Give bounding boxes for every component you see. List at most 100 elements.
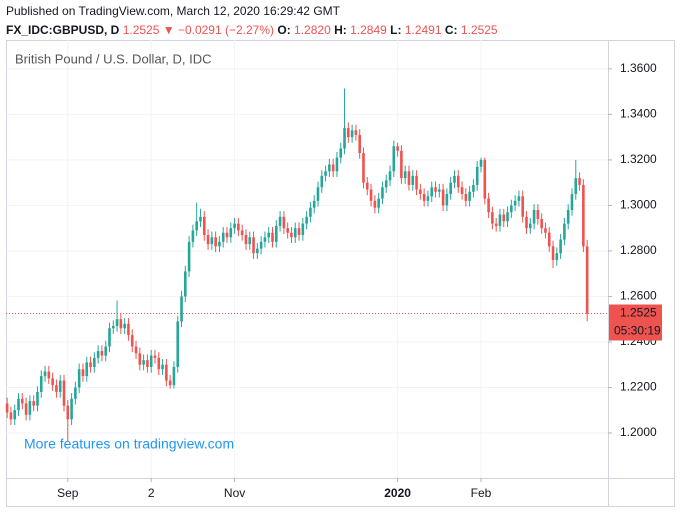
candle-body: [532, 209, 536, 224]
price-label-bg: [609, 304, 662, 323]
candle-body: [210, 237, 214, 245]
x-tick-label: Sep: [57, 486, 79, 500]
candle-body: [388, 171, 392, 181]
candle-body: [248, 237, 252, 245]
candle-body: [199, 216, 202, 222]
candle-body: [252, 237, 255, 254]
candle-body: [58, 380, 62, 392]
candle-body: [240, 230, 244, 235]
candle-body: [407, 171, 411, 185]
symbol-legend: FX_IDC:GBPUSD, D 1.2525 ▼ −0.0291 (−2.27…: [6, 23, 498, 37]
candle-body: [426, 196, 430, 201]
candle-body: [259, 241, 263, 249]
candle-body: [434, 187, 437, 192]
candle-body: [195, 221, 198, 231]
candle-body: [237, 223, 240, 231]
header: Published on TradingView.com, March 12, …: [6, 4, 341, 18]
candle-body: [119, 319, 123, 329]
candle-body: [381, 187, 384, 199]
change: ▼ −0.0291 (−2.27%): [163, 23, 274, 37]
candle-body: [400, 150, 403, 179]
candle-body: [233, 223, 236, 229]
y-tick-label: 1.3600: [620, 61, 657, 75]
ohlc-key: L:: [390, 23, 401, 37]
candle-body: [475, 166, 479, 185]
candle-body: [70, 398, 73, 420]
ohlc-key: O:: [277, 23, 290, 37]
candle-body: [271, 232, 274, 242]
candle-body: [165, 364, 168, 381]
candle-body: [517, 196, 521, 201]
y-tick-label: 1.2200: [620, 380, 657, 394]
candle-body: [456, 175, 460, 188]
price-label: 1.2525: [620, 306, 657, 320]
symbol: FX_IDC:GBPUSD, D: [6, 23, 120, 37]
candle-body: [55, 385, 58, 392]
candle-body: [316, 187, 320, 201]
candle-body: [28, 401, 32, 415]
ohlc-key: H:: [334, 23, 347, 37]
y-tick-label: 1.3400: [620, 107, 657, 121]
y-tick-label: 1.2800: [620, 243, 657, 257]
candle-body: [36, 391, 39, 406]
candle-body: [487, 198, 490, 213]
candle-body: [479, 159, 483, 167]
candle-body: [85, 362, 89, 377]
candle-body: [472, 184, 475, 192]
candle-body: [286, 228, 289, 233]
candle-body: [104, 346, 108, 356]
candle-body: [180, 296, 183, 322]
candle-body: [506, 212, 509, 222]
candle-body: [324, 171, 327, 176]
candle-body: [521, 196, 525, 217]
candle-body: [301, 223, 305, 235]
candle-body: [547, 232, 551, 247]
candle-body: [392, 146, 396, 172]
candle-body: [574, 178, 578, 195]
candle-body: [528, 223, 532, 229]
candle-body: [21, 398, 24, 404]
candle-body: [343, 128, 346, 149]
candle-body: [422, 194, 426, 201]
candle-body: [74, 387, 77, 399]
candle-body: [168, 380, 172, 386]
candle-body: [570, 194, 574, 210]
candle-body: [130, 335, 134, 347]
last-value: 1.2525: [123, 23, 160, 37]
candle-body: [544, 228, 547, 233]
candle-body: [187, 241, 191, 272]
candle-body: [108, 328, 111, 347]
candle-body: [43, 371, 47, 377]
candle-body: [206, 234, 210, 245]
candle-body: [191, 230, 195, 242]
candle-body: [373, 200, 377, 208]
candle-body: [62, 380, 66, 406]
x-tick-label: Feb: [471, 486, 492, 500]
candle-body: [377, 198, 380, 208]
candle-body: [96, 351, 100, 358]
candle-body: [441, 189, 445, 206]
ohlc-value: 1.2820: [294, 23, 331, 37]
candle-body: [115, 319, 119, 327]
candle-body: [559, 239, 562, 254]
candle-body: [578, 178, 581, 185]
candle-body: [396, 146, 399, 151]
candle-body: [17, 398, 20, 411]
candle-body: [305, 216, 308, 224]
candle-body: [585, 246, 589, 314]
timer-bg: [609, 322, 662, 341]
candle-body: [267, 232, 271, 238]
watermark[interactable]: More features on tradingview.com: [24, 436, 234, 452]
candle-body: [339, 148, 343, 158]
candle-body: [293, 228, 297, 238]
candle-body: [403, 171, 407, 179]
candle-body: [218, 241, 221, 247]
candle-body: [453, 175, 456, 183]
y-tick-label: 1.2000: [620, 425, 657, 439]
candle-body: [384, 180, 388, 188]
candle-body: [347, 128, 350, 138]
ohlc-key: C:: [445, 23, 458, 37]
legend-text: FX_IDC:GBPUSD, D 1.2525 ▼ −0.0291 (−2.27…: [6, 23, 498, 37]
candle-body: [540, 219, 543, 229]
